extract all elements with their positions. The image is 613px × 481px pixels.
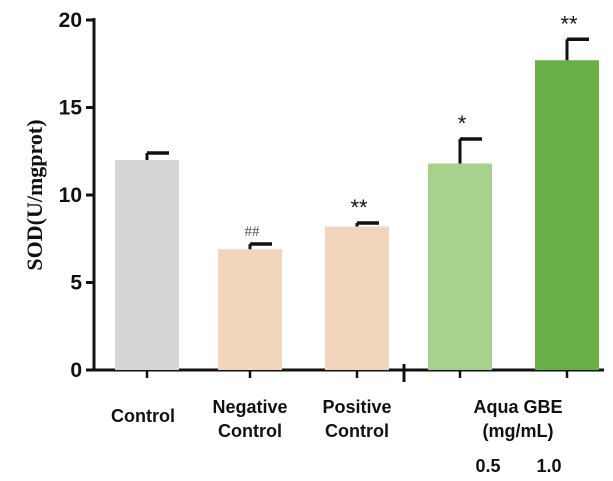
x-category-label: Control — [218, 421, 282, 441]
x-category-label: Control — [111, 406, 175, 426]
significance-marker: ## — [245, 224, 261, 240]
x-category-label: Negative — [212, 397, 287, 417]
bar — [428, 163, 492, 370]
y-tick-label: 20 — [59, 9, 82, 32]
y-tick-label: 0 — [70, 359, 82, 382]
bar — [325, 226, 389, 370]
significance-marker: * — [458, 111, 467, 136]
x-category-label: Control — [325, 421, 389, 441]
group-label: (mg/mL) — [483, 421, 554, 441]
bars — [115, 37, 599, 370]
y-tick-label: 5 — [70, 272, 82, 295]
significance-marker: ** — [350, 195, 368, 220]
y-tick-label: 15 — [59, 97, 83, 120]
significance-marker: ** — [560, 11, 578, 36]
group-label: Aqua GBE — [473, 397, 562, 417]
labels: ##*****Control NegativeControlPositiveCon… — [111, 11, 578, 476]
bar — [115, 160, 179, 370]
y-tick-label: 10 — [59, 184, 82, 207]
x-category-label: Positive — [322, 397, 391, 417]
bar — [535, 60, 599, 370]
bar — [218, 249, 282, 370]
y-axis-label: SOD(U/mgprot) — [22, 119, 47, 270]
dose-label: 0.5 — [475, 456, 500, 476]
dose-label: 1.0 — [536, 456, 561, 476]
